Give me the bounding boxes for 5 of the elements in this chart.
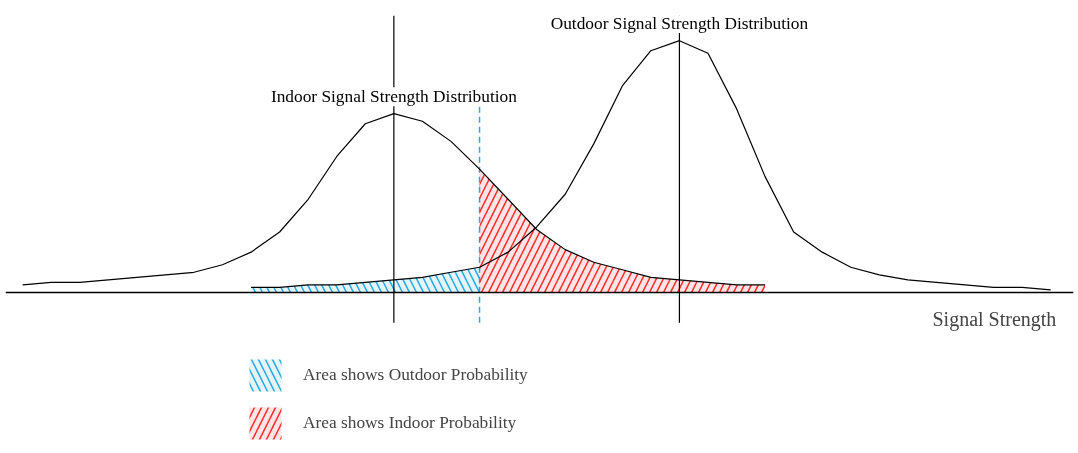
x-axis-title: Signal Strength xyxy=(932,307,1057,331)
series-label: Indoor Signal Strength Distribution xyxy=(270,87,518,107)
legend-label: Area shows Outdoor Probability xyxy=(303,365,528,385)
legend-label: Area shows Indoor Probability xyxy=(303,413,517,433)
series-label: Outdoor Signal Strength Distribution xyxy=(550,14,809,34)
